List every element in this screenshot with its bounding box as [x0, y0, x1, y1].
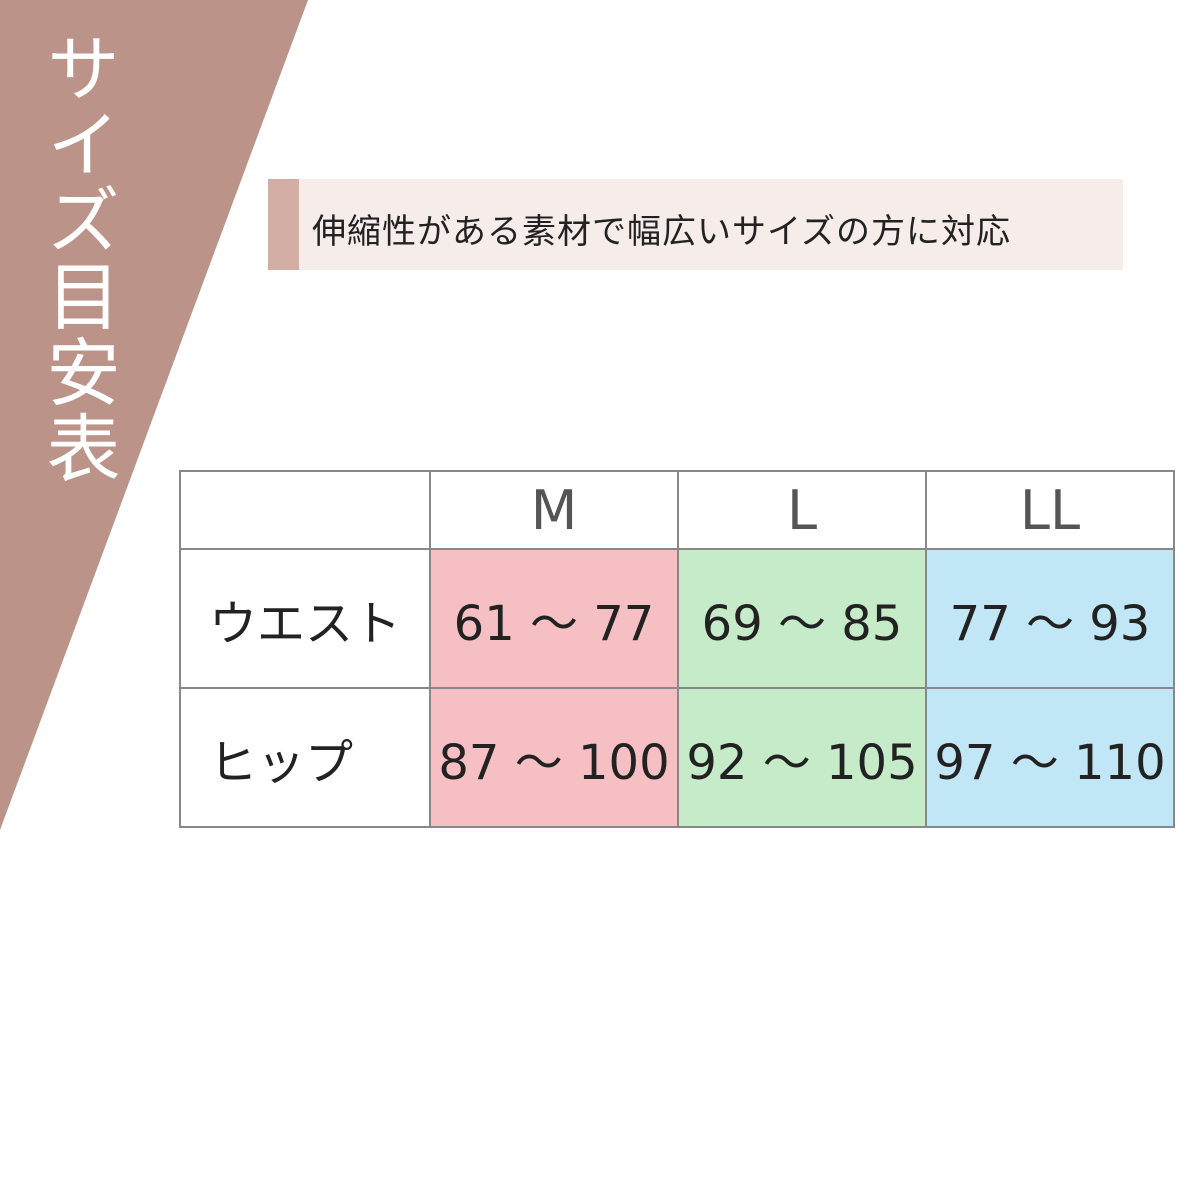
- table-row: ウエスト 61 ～ 77 69 ～ 85 77 ～ 93: [179, 548, 1175, 689]
- header-m: M: [429, 470, 679, 550]
- cell-hip-m: 87 ～ 100: [429, 687, 679, 828]
- header-row: M L LL: [179, 470, 1175, 550]
- cell-waist-m: 61 ～ 77: [429, 548, 679, 689]
- header-ll: LL: [925, 470, 1175, 550]
- cell-hip-ll: 97 ～ 110: [925, 687, 1175, 828]
- size-table: M L LL ウエスト 61 ～ 77 69 ～ 85 77 ～ 93 ヒップ …: [179, 470, 1175, 828]
- table-row: ヒップ 87 ～ 100 92 ～ 105 97 ～ 110: [179, 687, 1175, 828]
- header-empty: [179, 470, 431, 550]
- page-title: サイズ目安表: [34, 30, 120, 486]
- cell-waist-ll: 77 ～ 93: [925, 548, 1175, 689]
- row-label-hip: ヒップ: [179, 687, 431, 828]
- cell-hip-l: 92 ～ 105: [677, 687, 927, 828]
- header-l: L: [677, 470, 927, 550]
- cell-waist-l: 69 ～ 85: [677, 548, 927, 689]
- subtitle-text: 伸縮性がある素材で幅広いサイズの方に対応: [312, 212, 1011, 252]
- row-label-waist: ウエスト: [179, 548, 431, 689]
- accent-bar: [268, 179, 299, 270]
- subtitle-banner: 伸縮性がある素材で幅広いサイズの方に対応: [268, 179, 1123, 270]
